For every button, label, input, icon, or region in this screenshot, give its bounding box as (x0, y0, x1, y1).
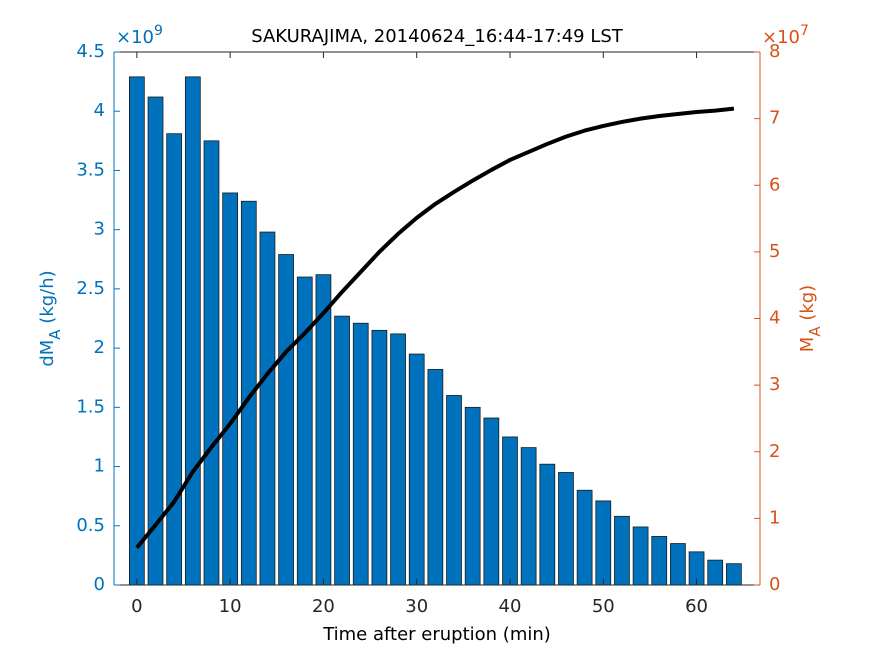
line (135, 106, 735, 549)
y2-axis-label: MA (kg) (797, 285, 824, 352)
y2-tick-label: 8 (769, 41, 780, 62)
y-tick-label: 4.5 (76, 41, 105, 62)
bar (632, 526, 649, 586)
y2-axis-label-main: M (797, 337, 818, 353)
bar (147, 96, 164, 586)
bar (707, 559, 724, 586)
bar (371, 329, 388, 586)
y2-tick-label: 5 (769, 241, 780, 262)
bar (464, 406, 481, 586)
y-tick-label: 0.5 (76, 515, 105, 536)
y2-tick-label: 1 (769, 507, 780, 528)
bar (502, 436, 518, 586)
y-tick-label: 3.5 (76, 159, 105, 180)
bar (558, 472, 574, 586)
y2-tick-label: 3 (769, 374, 780, 395)
y-tick-label: 4 (94, 100, 105, 121)
y2-axis-label-sub: A (806, 326, 824, 337)
y-exponent-base: ×10 (116, 27, 154, 48)
bar (296, 276, 313, 586)
bar (651, 536, 668, 586)
bar (446, 395, 462, 586)
chart-title: SAKURAJIMA, 20140624_16:44-17:49 LST (251, 26, 624, 47)
y-tick-label: 2.5 (76, 278, 105, 299)
bar (128, 76, 145, 586)
y-tick-label: 3 (94, 219, 105, 240)
bar (614, 515, 630, 586)
bar (259, 231, 276, 586)
y-exponent: ×109 (116, 23, 163, 48)
y2-axis-label-unit: (kg) (797, 285, 818, 327)
y-tick-label: 2 (94, 337, 105, 358)
bar (670, 543, 686, 586)
bar (184, 76, 201, 586)
y-tick-label: 0 (94, 574, 105, 595)
y2-tick-label: 0 (769, 574, 780, 595)
x-tick-label: 50 (592, 596, 615, 617)
bar (726, 563, 742, 586)
bar (278, 254, 294, 586)
x-tick-label: 10 (219, 596, 242, 617)
y-tick-label: 1 (94, 456, 105, 477)
y2-exponent-power: 7 (800, 23, 809, 39)
bar (427, 369, 444, 586)
y-tick-label: 1.5 (76, 396, 105, 417)
bar (203, 140, 220, 586)
x-tick-label: 40 (499, 596, 522, 617)
bar (166, 133, 183, 586)
y-axis-label: dMA (kg/h) (37, 270, 64, 366)
bar (222, 192, 239, 586)
bar (539, 463, 556, 586)
x-tick-label: 30 (405, 596, 428, 617)
bar (390, 333, 406, 586)
x-tick-label: 60 (685, 596, 708, 617)
bar (352, 322, 369, 586)
y-axis-label-sub: A (46, 329, 64, 340)
y2-exponent-base: ×10 (762, 27, 800, 48)
y2-tick-label: 4 (769, 308, 780, 329)
x-tick-label: 20 (312, 596, 335, 617)
y2-tick-label: 6 (769, 174, 780, 195)
bar (576, 489, 593, 586)
bar (334, 315, 350, 586)
y-exponent-power: 9 (154, 23, 163, 39)
y2-exponent: ×107 (762, 23, 809, 48)
bar (520, 447, 537, 586)
x-axis-label: Time after eruption (min) (322, 624, 551, 645)
bar (408, 353, 425, 586)
x-tick-label: 0 (131, 596, 142, 617)
y2-tick-label: 7 (769, 108, 780, 129)
y2-tick-label: 2 (769, 441, 780, 462)
bar (483, 417, 500, 586)
y-axis-label-unit: (kg/h) (37, 270, 58, 329)
y-axis-label-main: dM (37, 340, 58, 367)
bar (595, 500, 612, 586)
